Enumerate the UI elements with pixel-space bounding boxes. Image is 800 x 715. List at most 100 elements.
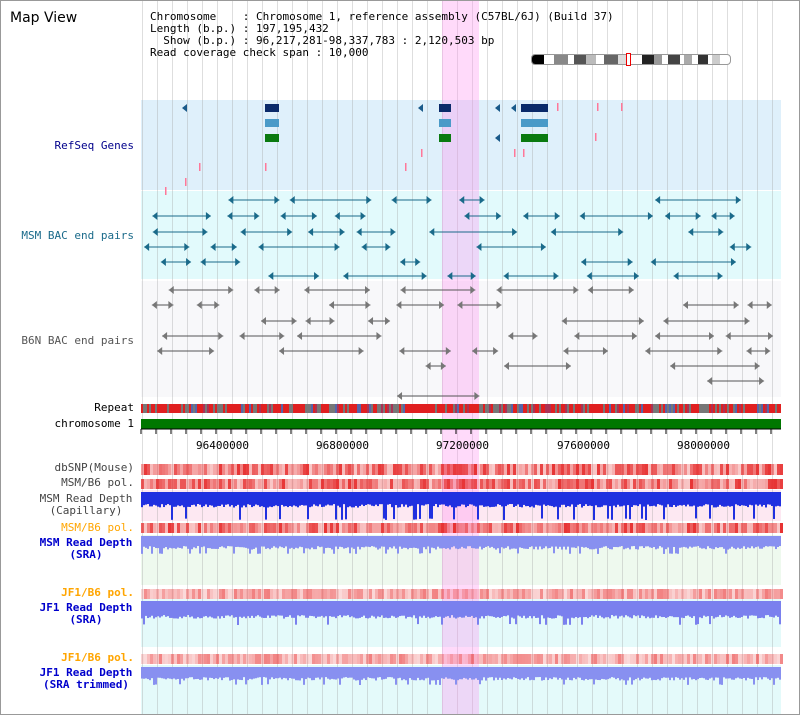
heat-bin	[633, 479, 636, 489]
depth-bin	[739, 667, 741, 679]
label-refseq-genes[interactable]: RefSeq Genes	[54, 139, 134, 152]
heat-bin	[684, 589, 687, 599]
heat-bin	[390, 654, 393, 664]
heat-bin	[426, 479, 429, 489]
depth-bin	[249, 667, 251, 679]
axis-tick-label: 96400000	[196, 439, 249, 452]
depth-bin	[531, 601, 533, 619]
repeat-bin	[681, 404, 683, 413]
depth-bin	[761, 536, 763, 549]
repeat-bin	[317, 404, 319, 413]
heat-bin	[690, 479, 693, 489]
repeat-bin	[311, 404, 313, 413]
repeat-bin	[565, 404, 567, 413]
refseq-gene	[265, 119, 279, 127]
grid-line	[157, 1, 158, 714]
depth-bin	[739, 601, 741, 618]
heat-bin	[198, 589, 201, 599]
heat-bin	[522, 464, 525, 475]
depth-bin	[661, 667, 663, 679]
depth-bin	[423, 601, 425, 616]
depth-bin	[641, 601, 643, 616]
depth-bin	[473, 536, 475, 549]
depth-bin	[295, 536, 297, 548]
heat-bin	[204, 654, 207, 664]
heat-bin	[735, 523, 738, 533]
heat-bin	[327, 464, 330, 475]
heat-bin	[720, 479, 723, 489]
heat-bin	[480, 464, 483, 475]
depth-bin	[359, 492, 361, 507]
heat-bin	[171, 479, 174, 489]
heat-bin	[534, 479, 537, 489]
heat-bin	[354, 479, 357, 489]
depth-bin	[249, 601, 251, 618]
msm-bac-end	[426, 196, 432, 204]
depth-bin	[687, 492, 689, 505]
b6n-bac-track-bg	[141, 281, 781, 397]
heat-bin	[189, 654, 192, 664]
depth-bin	[187, 536, 189, 549]
depth-bin	[369, 601, 371, 618]
depth-bin	[309, 601, 311, 616]
heat-bin	[780, 589, 783, 599]
heat-bin	[663, 479, 666, 489]
heat-bin	[225, 523, 228, 533]
heat-bin	[417, 464, 420, 475]
depth-bin	[773, 601, 775, 618]
chromosome-ideogram-icon[interactable]	[531, 54, 731, 65]
repeat-bin	[271, 404, 273, 413]
label-msm-bac[interactable]: MSM BAC end pairs	[21, 229, 134, 242]
label-b6n-bac[interactable]: B6N BAC end pairs	[21, 334, 134, 347]
repeat-bin	[687, 404, 689, 413]
depth-bin	[593, 492, 595, 520]
heat-bin	[189, 589, 192, 599]
depth-bin	[589, 492, 591, 506]
repeat-bin	[367, 404, 369, 413]
depth-bin	[225, 536, 227, 549]
depth-bin	[175, 536, 177, 549]
heat-bin	[291, 589, 294, 599]
depth-bin	[681, 492, 683, 506]
depth-bin	[249, 536, 251, 554]
heat-bin	[414, 464, 417, 475]
repeat-bin	[471, 404, 473, 413]
depth-bin	[559, 492, 561, 508]
heat-bin	[237, 589, 240, 599]
heat-bin	[519, 589, 522, 599]
heat-bin	[651, 523, 654, 533]
depth-bin	[235, 492, 237, 507]
heat-bin	[453, 654, 456, 664]
heat-bin	[312, 654, 315, 664]
heat-bin	[258, 479, 261, 489]
heat-bin	[702, 589, 705, 599]
label-jf1-b6-pol-1: JF1/B6 pol.	[61, 586, 134, 599]
heat-bin	[294, 523, 297, 533]
msm-bac-end	[314, 272, 320, 280]
heat-bin	[261, 523, 264, 533]
depth-bin	[571, 601, 573, 618]
depth-bin	[743, 667, 745, 679]
heat-bin	[558, 589, 561, 599]
depth-bin	[251, 492, 253, 508]
heat-bin	[207, 523, 210, 533]
heat-bin	[567, 479, 570, 489]
depth-bin	[679, 536, 681, 548]
heat-bin	[681, 654, 684, 664]
b6n-bac-end	[329, 317, 335, 325]
depth-bin	[339, 667, 341, 685]
depth-bin	[481, 667, 483, 681]
depth-bin	[185, 667, 187, 679]
repeat-bin	[467, 404, 469, 413]
depth-bin	[545, 536, 547, 547]
repeat-bin	[285, 404, 287, 413]
depth-bin	[227, 667, 229, 678]
heat-bin	[354, 523, 357, 533]
heat-bin	[381, 523, 384, 533]
heat-bin	[771, 654, 774, 664]
repeat-bin	[763, 404, 765, 413]
depth-bin	[167, 492, 169, 505]
depth-bin	[607, 536, 609, 548]
depth-bin	[741, 601, 743, 617]
heat-bin	[408, 589, 411, 599]
